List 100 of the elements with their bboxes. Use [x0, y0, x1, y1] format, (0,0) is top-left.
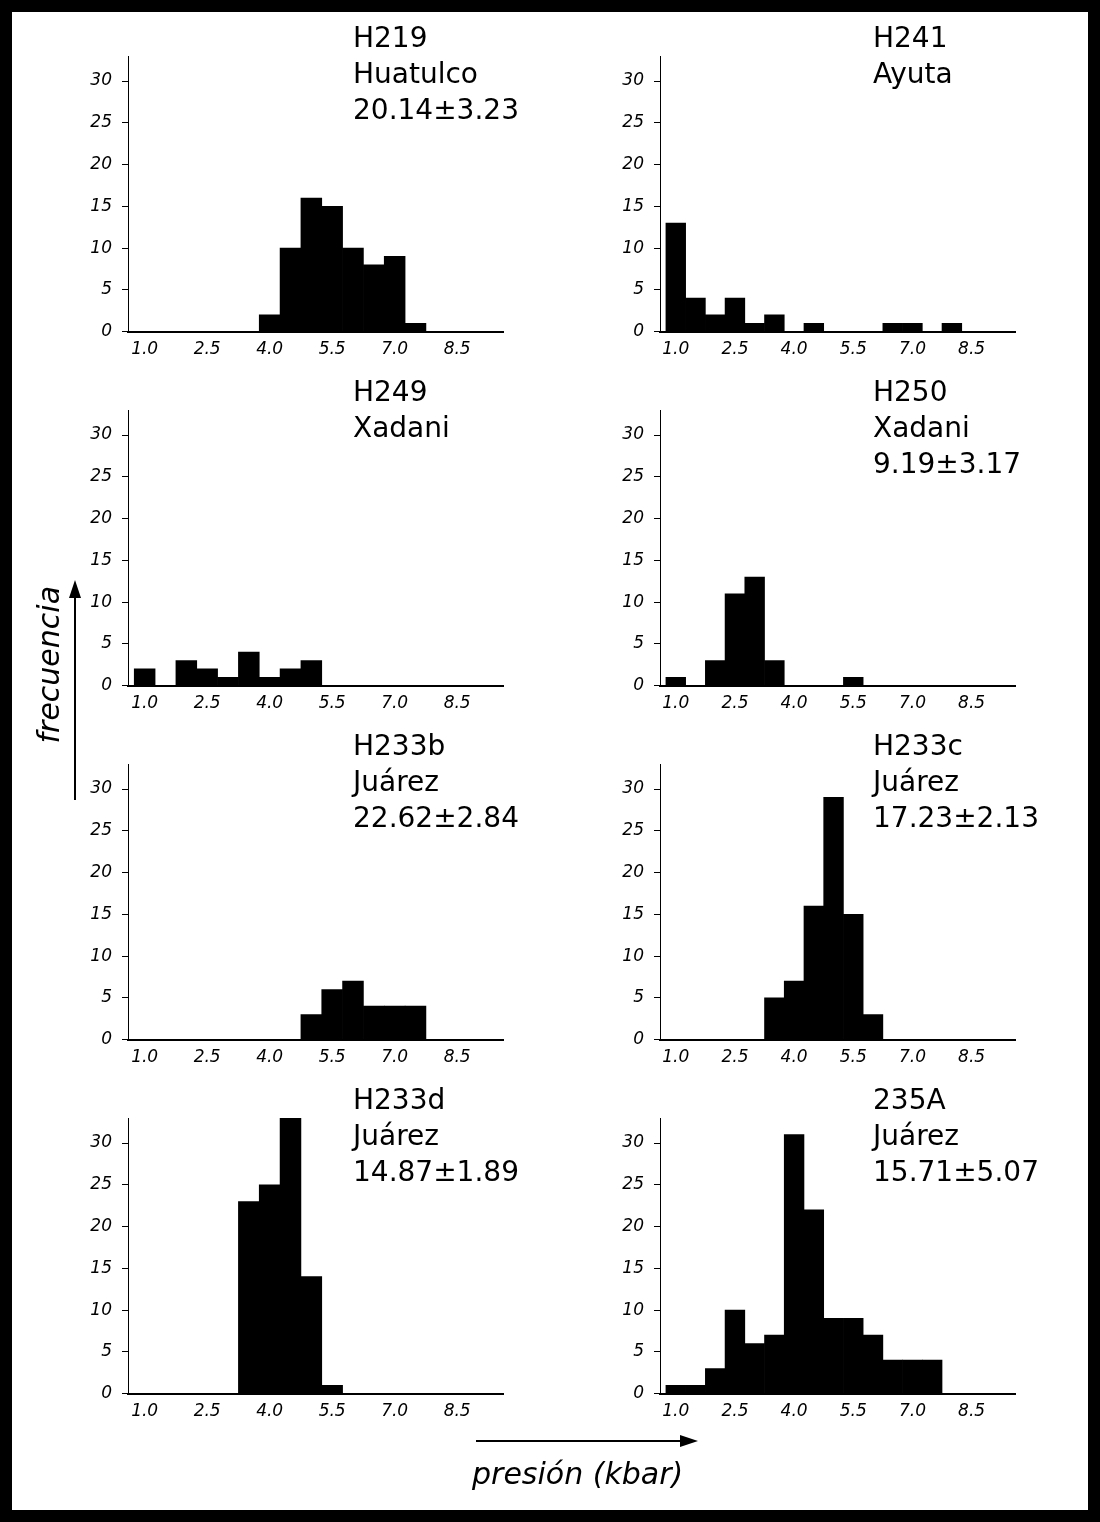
x-tick-label: 8.5 — [443, 1046, 471, 1067]
x-tick-label: 8.5 — [443, 1400, 471, 1421]
text: H233c — [873, 729, 963, 763]
y-tick-label: 20 — [90, 860, 112, 881]
text: H249 — [353, 375, 428, 409]
y-tick-label: 20 — [622, 152, 644, 173]
y-tick-label: 0 — [633, 320, 644, 341]
y-tick-label: 15 — [90, 902, 112, 923]
y-tick-label: 10 — [622, 1298, 644, 1319]
annotation: Xadani — [353, 411, 450, 445]
x-tick-label: 5.5 — [839, 1046, 867, 1067]
x-tick-label: 5.5 — [839, 692, 867, 713]
y-tick-label: 25 — [622, 819, 644, 840]
x-tick-label: 2.5 — [193, 1400, 221, 1421]
y-tick-label: 10 — [90, 944, 112, 965]
y-tick-label: 15 — [90, 194, 112, 215]
y-tick-label: 20 — [90, 152, 112, 173]
annotation: Xadani — [873, 411, 970, 445]
x-tick-label: 2.5 — [721, 1046, 749, 1067]
y-tick-label: 15 — [622, 548, 644, 569]
x-tick-label: 4.0 — [780, 338, 808, 359]
y-tick-label: 30 — [90, 1131, 112, 1152]
y-tick-label: 30 — [622, 1131, 644, 1152]
text: H233d — [353, 1083, 446, 1117]
y-tick-label: 30 — [622, 777, 644, 798]
annotation: Ayuta — [873, 57, 953, 91]
text: H250 — [873, 375, 948, 409]
x-tick-label: 4.0 — [256, 1400, 284, 1421]
y-tick-label: 0 — [101, 674, 112, 695]
y-tick-label: 0 — [633, 1028, 644, 1049]
x-tick-label: 5.5 — [318, 338, 346, 359]
x-tick-label: 8.5 — [958, 1046, 986, 1067]
annotation: 14.87±1.89 — [353, 1155, 519, 1189]
y-tick-label: 5 — [633, 278, 644, 299]
y-tick-label: 25 — [622, 111, 644, 132]
x-tick-label: 7.0 — [381, 692, 409, 713]
y-tick-label: 5 — [633, 986, 644, 1007]
y-tick-label: 5 — [101, 278, 112, 299]
y-tick-label: 15 — [622, 1256, 644, 1277]
x-tick-label: 4.0 — [780, 1400, 808, 1421]
annotation: 22.62±2.84 — [353, 801, 519, 835]
x-tick-label: 1.0 — [131, 1400, 159, 1421]
x-tick-label: 4.0 — [780, 692, 808, 713]
x-tick-label: 5.5 — [839, 338, 867, 359]
y-tick-label: 30 — [622, 69, 644, 90]
x-tick-label: 5.5 — [318, 1400, 346, 1421]
y-tick-label: 15 — [622, 902, 644, 923]
y-tick-label: 30 — [90, 69, 112, 90]
x-tick-label: 7.0 — [898, 692, 926, 713]
x-tick-label: 7.0 — [381, 1400, 409, 1421]
x-tick-label: 7.0 — [381, 338, 409, 359]
y-tick-label: 25 — [622, 1173, 644, 1194]
x-tick-label: 5.5 — [318, 1046, 346, 1067]
y-tick-label: 5 — [633, 1340, 644, 1361]
y-tick-label: 0 — [101, 1028, 112, 1049]
text: 235A — [873, 1083, 946, 1117]
x-tick-label: 5.5 — [318, 692, 346, 713]
annotation: Juárez — [871, 1119, 959, 1153]
annotation: Huatulco — [353, 57, 478, 91]
x-tick-label: 1.0 — [131, 338, 159, 359]
x-tick-label: 2.5 — [193, 338, 221, 359]
y-tick-label: 5 — [101, 1340, 112, 1361]
x-tick-label: 2.5 — [721, 1400, 749, 1421]
annotation: Juárez — [351, 1119, 439, 1153]
x-tick-label: 2.5 — [193, 692, 221, 713]
y-tick-label: 0 — [633, 674, 644, 695]
x-tick-label: 2.5 — [193, 1046, 221, 1067]
y-tick-label: 20 — [622, 860, 644, 881]
y-tick-label: 15 — [90, 548, 112, 569]
text: H233b — [353, 729, 446, 763]
x-tick-label: 1.0 — [131, 692, 159, 713]
x-tick-label: 1.0 — [131, 1046, 159, 1067]
x-tick-label: 8.5 — [958, 338, 986, 359]
y-tick-label: 30 — [90, 777, 112, 798]
y-tick-label: 10 — [622, 944, 644, 965]
x-tick-label: 1.0 — [662, 1046, 690, 1067]
y-tick-label: 10 — [90, 1298, 112, 1319]
y-tick-label: 25 — [90, 819, 112, 840]
x-tick-label: 4.0 — [256, 1046, 284, 1067]
x-tick-label: 8.5 — [958, 1400, 986, 1421]
y-tick-label: 5 — [101, 632, 112, 653]
x-tick-label: 8.5 — [443, 692, 471, 713]
annotation: 15.71±5.07 — [873, 1155, 1039, 1189]
y-tick-label: 20 — [90, 1214, 112, 1235]
y-tick-label: 10 — [622, 236, 644, 257]
x-tick-label: 1.0 — [662, 1400, 690, 1421]
x-tick-label: 8.5 — [443, 338, 471, 359]
annotation: 9.19±3.17 — [873, 447, 1022, 481]
x-tick-label: 4.0 — [256, 692, 284, 713]
x-tick-label: 7.0 — [898, 338, 926, 359]
y-tick-label: 25 — [90, 111, 112, 132]
text: H241 — [873, 21, 948, 55]
y-tick-label: 10 — [90, 590, 112, 611]
annotation: 17.23±2.13 — [873, 801, 1039, 835]
y-tick-label: 15 — [622, 194, 644, 215]
y-tick-label: 10 — [90, 236, 112, 257]
x-tick-label: 7.0 — [381, 1046, 409, 1067]
y-tick-label: 20 — [622, 506, 644, 527]
x-tick-label: 7.0 — [898, 1046, 926, 1067]
y-tick-label: 20 — [622, 1214, 644, 1235]
